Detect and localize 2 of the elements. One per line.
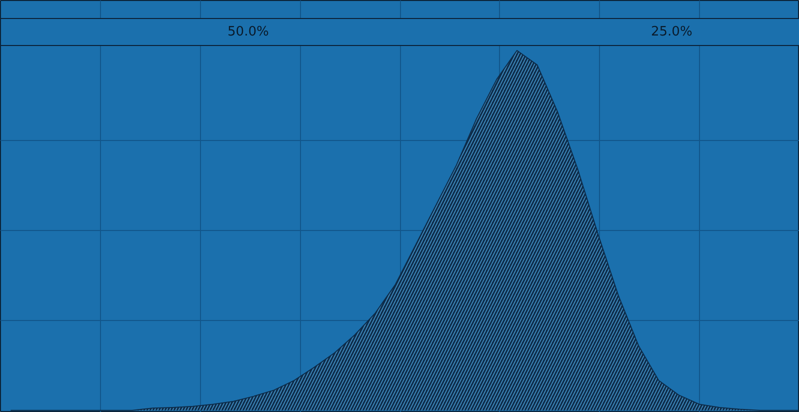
text: 50.0% xyxy=(228,24,269,40)
text: 25.0% xyxy=(651,24,692,40)
